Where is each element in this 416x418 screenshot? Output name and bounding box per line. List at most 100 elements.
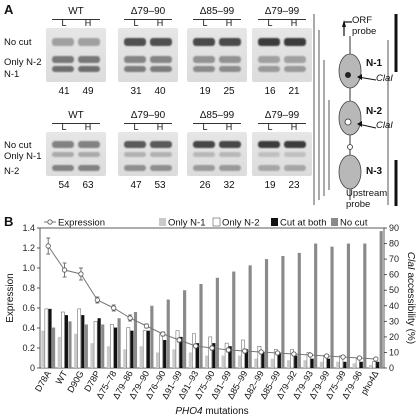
expression-point: [324, 353, 330, 359]
top-blot-band: [193, 66, 215, 72]
top-row-label-no-cut: No cut: [4, 37, 32, 48]
top-blot-band: [284, 38, 306, 46]
legend-swatch: [212, 217, 221, 227]
bar-only-n1: [172, 349, 176, 368]
expression-point: [143, 323, 150, 329]
bottom-blot-band: [258, 165, 280, 171]
bar-only-n1: [155, 352, 160, 368]
bar-cut-at-both: [228, 346, 232, 368]
expression-point: [127, 315, 133, 321]
top-lane-label: L: [133, 18, 139, 28]
x-axis-label: PHO4 mutations: [175, 406, 248, 417]
bar-only-n2: [273, 349, 278, 369]
expression-point: [193, 343, 199, 349]
top-accessibility-number: 31: [130, 86, 142, 97]
bottom-blot-band: [284, 141, 306, 148]
bar-only-n2: [241, 339, 245, 369]
top-group-underline: [193, 19, 241, 20]
bottom-blot-band: [219, 152, 241, 157]
top-blot-band: [150, 38, 172, 46]
top-accessibility-number: 16: [264, 86, 276, 97]
bar-no-cut: [150, 305, 154, 368]
expression-point: [45, 243, 51, 249]
bottom-blot-band: [78, 152, 100, 157]
bar-only-n2: [61, 311, 65, 369]
bar-no-cut: [166, 299, 170, 368]
top-blot-band: [219, 66, 241, 72]
expression-point: [176, 337, 182, 343]
right-tick-label: 40: [389, 301, 399, 311]
bar-cut-at-both: [310, 358, 314, 368]
legend-expression-marker: [47, 219, 53, 225]
bottom-accessibility-number: 32: [223, 180, 235, 191]
bottom-blot-band: [284, 165, 306, 171]
bottom-blot-band: [52, 152, 74, 157]
expression-point: [78, 271, 84, 277]
top-group-header: WT: [68, 6, 84, 17]
bar-only-n1: [270, 358, 274, 368]
bottom-blot-band: [78, 141, 100, 148]
top-blot-image: [118, 28, 178, 82]
legend-label: Cut at both: [280, 218, 326, 229]
expression-point: [209, 345, 215, 351]
bar-no-cut: [379, 231, 383, 368]
bottom-accessibility-number: 26: [199, 180, 211, 191]
category-label: D90G: [65, 369, 85, 394]
top-row-label-n1: N-1: [4, 69, 20, 80]
expression-point: [274, 350, 281, 356]
bar-only-n2: [93, 321, 98, 369]
bar-only-n2: [142, 330, 147, 369]
bottom-accessibility-number: 63: [82, 180, 94, 191]
bar-no-cut: [183, 290, 187, 368]
bar-only-n1: [303, 360, 307, 368]
expression-point: [160, 331, 166, 337]
bar-only-n2: [306, 352, 311, 369]
top-blot-band: [52, 56, 74, 63]
bar-cut-at-both: [343, 361, 347, 368]
bottom-blot-band: [124, 152, 146, 157]
panel-b-letter: B: [4, 214, 14, 229]
bottom-blot-band: [150, 152, 172, 157]
expression-point: [373, 356, 379, 362]
bottom-blot-band: [150, 165, 172, 171]
bar-no-cut: [117, 318, 121, 368]
n1-label: N-1: [366, 58, 383, 69]
top-blot-image: [252, 28, 312, 82]
bottom-blot-band: [193, 165, 215, 171]
top-blot-band: [284, 56, 306, 63]
bar-no-cut: [199, 284, 203, 368]
bottom-blot-band: [193, 141, 215, 148]
bottom-group-underline: [193, 123, 241, 124]
left-tick-label: 1.4: [22, 223, 35, 233]
bottom-blot-band: [193, 152, 215, 157]
bar-no-cut: [133, 312, 138, 368]
n3-label: N-3: [366, 166, 383, 177]
bar-only-n2: [224, 342, 229, 369]
right-tick-label: 60: [389, 270, 399, 280]
top-lane-label: L: [202, 18, 208, 28]
expression-point: [307, 352, 313, 358]
left-axis-label: Expression: [5, 273, 16, 322]
bar-no-cut: [232, 271, 236, 368]
top-blot-band: [124, 66, 146, 72]
bar-only-n2: [372, 361, 376, 369]
bar-cut-at-both: [294, 355, 298, 368]
bar-cut-at-both: [261, 352, 265, 368]
bar-only-n1: [237, 355, 242, 368]
right-tick-label: 30: [389, 316, 399, 326]
bar-only-n1: [254, 358, 258, 368]
bottom-blot-band: [284, 152, 306, 157]
left-tick-label: 1.2: [22, 243, 35, 253]
expression-point: [94, 297, 100, 303]
right-tick-label: 90: [389, 223, 399, 233]
bottom-accessibility-number: 19: [264, 180, 276, 191]
top-blot-band: [52, 38, 74, 46]
bottom-blot-band: [52, 141, 74, 148]
right-tick-label: 0: [389, 363, 394, 373]
top-lane-label: L: [267, 18, 273, 28]
bar-only-n2: [110, 324, 114, 369]
bar-only-n1: [319, 361, 323, 368]
bar-only-n1: [336, 361, 340, 368]
top-blot-band: [219, 56, 241, 63]
top-blot-band: [258, 38, 280, 46]
